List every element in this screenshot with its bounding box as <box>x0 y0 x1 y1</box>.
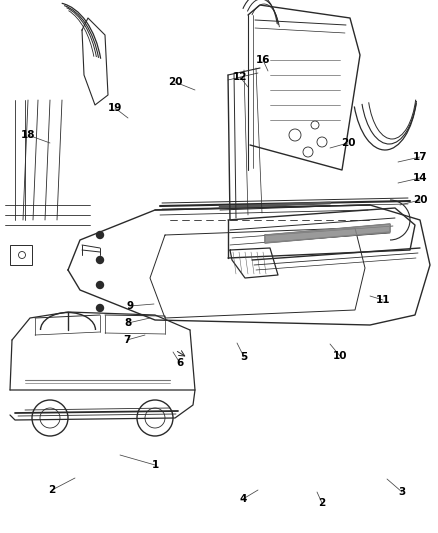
Text: 17: 17 <box>413 152 427 162</box>
Text: 20: 20 <box>413 195 427 205</box>
Bar <box>10 245 32 265</box>
Circle shape <box>96 304 103 311</box>
Text: 2: 2 <box>318 498 325 508</box>
Text: 5: 5 <box>240 352 247 362</box>
Text: 20: 20 <box>341 138 355 148</box>
Text: 9: 9 <box>127 301 134 311</box>
Text: 10: 10 <box>333 351 347 361</box>
Text: 18: 18 <box>21 130 35 140</box>
Text: 14: 14 <box>413 173 427 183</box>
Text: 16: 16 <box>256 55 270 65</box>
Text: 1: 1 <box>152 460 159 470</box>
Circle shape <box>96 256 103 263</box>
Text: 20: 20 <box>168 77 182 87</box>
Text: 7: 7 <box>124 335 131 345</box>
Text: 3: 3 <box>399 487 406 497</box>
Text: 19: 19 <box>108 103 122 113</box>
Circle shape <box>96 231 103 238</box>
Circle shape <box>96 281 103 288</box>
Text: 12: 12 <box>233 72 247 82</box>
Text: 8: 8 <box>124 318 132 328</box>
Text: 4: 4 <box>239 494 247 504</box>
Text: 6: 6 <box>177 358 184 368</box>
Polygon shape <box>265 224 390 243</box>
Text: 2: 2 <box>48 485 56 495</box>
Text: 11: 11 <box>376 295 390 305</box>
